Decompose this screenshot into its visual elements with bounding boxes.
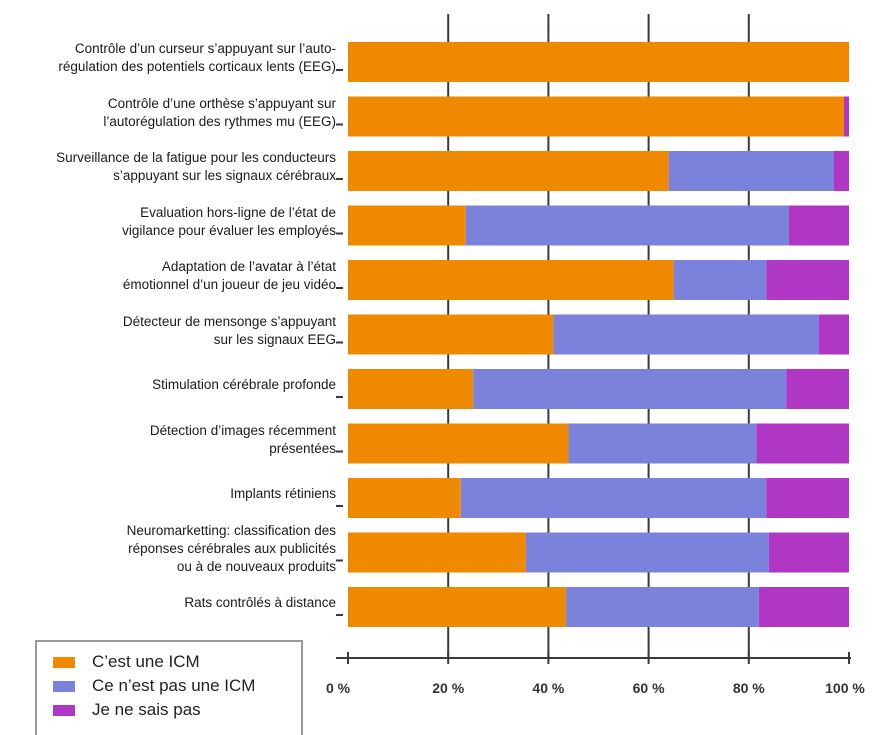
category-label: Détection d’images récemment présentées [0, 416, 336, 464]
category-label: Stimulation cérébrale profonde [0, 361, 336, 409]
bar-segment-1 [348, 532, 526, 573]
bar-segment-1 [348, 369, 474, 409]
category-label-line: Détecteur de mensonge s’appuyant [122, 313, 336, 329]
category-label-line: Rats contrôlés à distance [184, 595, 336, 610]
bars [336, 42, 849, 627]
bar-segment-2 [668, 151, 834, 191]
bar-segment-3 [788, 205, 849, 246]
category-label-line: Implants rétiniens [230, 486, 336, 501]
bar-segment-1 [348, 205, 466, 246]
bar-segment-1 [348, 151, 669, 191]
bar-segment-3 [766, 478, 849, 518]
legend-swatch [53, 656, 75, 668]
category-label-line: vigilance pour évaluer les employés [122, 222, 336, 238]
x-axis [336, 652, 851, 664]
category-label-line: émotionnel d’un joueur de jeu vidéo [122, 277, 336, 292]
bar-segment-1 [348, 587, 566, 627]
category-label-line: ou à de nouveaux produits [176, 558, 336, 574]
category-label: Détecteur de mensonge s’appuyant sur les … [0, 307, 336, 355]
legend-item-dont-know: Je ne sais pas [53, 698, 301, 722]
category-label-line: Adaptation de l’avatar à l’état [161, 259, 336, 274]
category-label: Adaptation de l’avatar à l’état émotionne… [0, 252, 336, 300]
bar-segment-3 [833, 151, 849, 191]
bar-segment-3 [756, 423, 849, 464]
bar-segment-1 [348, 423, 569, 464]
bar-segment-2 [553, 314, 819, 355]
category-label: Implants rétiniens [0, 470, 336, 518]
bar-segment-1 [348, 314, 554, 355]
legend-item-icm: C’est une ICM [53, 650, 301, 674]
bar-segment-1 [348, 260, 674, 300]
bar-segment-3 [768, 532, 849, 573]
category-label-line: Contrôle d’une orthèse s’appuyant sur [107, 95, 336, 111]
bar-segment-3 [766, 260, 849, 300]
bar-segment-3 [818, 314, 849, 355]
legend-swatch [53, 680, 75, 692]
category-label-line: Surveillance de la fatigue pour les cond… [56, 150, 336, 165]
category-label-line: Evaluation hors-ligne de l’état de [140, 204, 336, 220]
category-label-line: l’autorégulation des rythmes mu (EEG) [103, 113, 336, 129]
legend-swatch [53, 704, 75, 716]
category-label-line: présentées [269, 440, 336, 456]
category-label-line: Neuromarketting: classification des [126, 522, 336, 538]
x-tick-label: 0 % [325, 680, 351, 696]
bar-segment-2 [465, 205, 789, 246]
x-tick-label: 60 % [632, 680, 665, 696]
bar-segment-2 [673, 260, 767, 300]
category-label-line: sur les signaux EEG [213, 331, 336, 347]
category-label: Evaluation hors-ligne de l’état de vigila… [0, 198, 336, 246]
bar-segment-2 [565, 587, 759, 627]
bar-segment-2 [568, 423, 757, 464]
category-label: Rats contrôlés à distance [0, 579, 336, 627]
bar-segment-1 [348, 42, 849, 82]
category-label-line: Détection d’images récemment [149, 422, 336, 438]
category-label-line: Stimulation cérébrale profonde [152, 377, 336, 392]
bar-segment-3 [786, 369, 849, 409]
bar-segment-3 [843, 96, 849, 137]
category-label-line: s’appuyant sur les signaux cérébraux [113, 168, 336, 183]
legend-label: Je ne sais pas [92, 700, 201, 719]
category-label-line: régulation des potentiels corticaux lent… [58, 59, 336, 74]
bar-segment-2 [473, 369, 787, 409]
x-tick-label: 80 % [732, 680, 765, 696]
category-label: Contrôle d’une orthèse s’appuyant sur l’a… [0, 89, 336, 137]
category-label: Neuromarketting: classification des répon… [0, 522, 336, 574]
x-tick-label: 40 % [532, 680, 565, 696]
legend-item-not-icm: Ce n’est pas une ICM [53, 674, 301, 698]
bar-segment-2 [460, 478, 767, 518]
category-label: Surveillance de la fatigue pour les cond… [0, 143, 336, 191]
legend-label: C’est une ICM [92, 652, 200, 671]
category-label-line: réponses cérébrales aux publicités [128, 540, 336, 556]
x-tick-label: 20 % [432, 680, 465, 696]
category-label: Contrôle d’un curseur s’appuyant sur l’a… [0, 34, 336, 82]
bar-segment-1 [348, 478, 461, 518]
legend: C’est une ICM Ce n’est pas une ICM Je ne… [35, 640, 303, 735]
bar-segment-2 [525, 532, 769, 573]
bar-segment-1 [348, 96, 844, 137]
x-tick-label: 100 % [825, 680, 865, 696]
legend-label: Ce n’est pas une ICM [92, 676, 256, 695]
category-label-line: Contrôle d’un curseur s’appuyant sur l’a… [74, 41, 336, 56]
bar-segment-3 [758, 587, 849, 627]
